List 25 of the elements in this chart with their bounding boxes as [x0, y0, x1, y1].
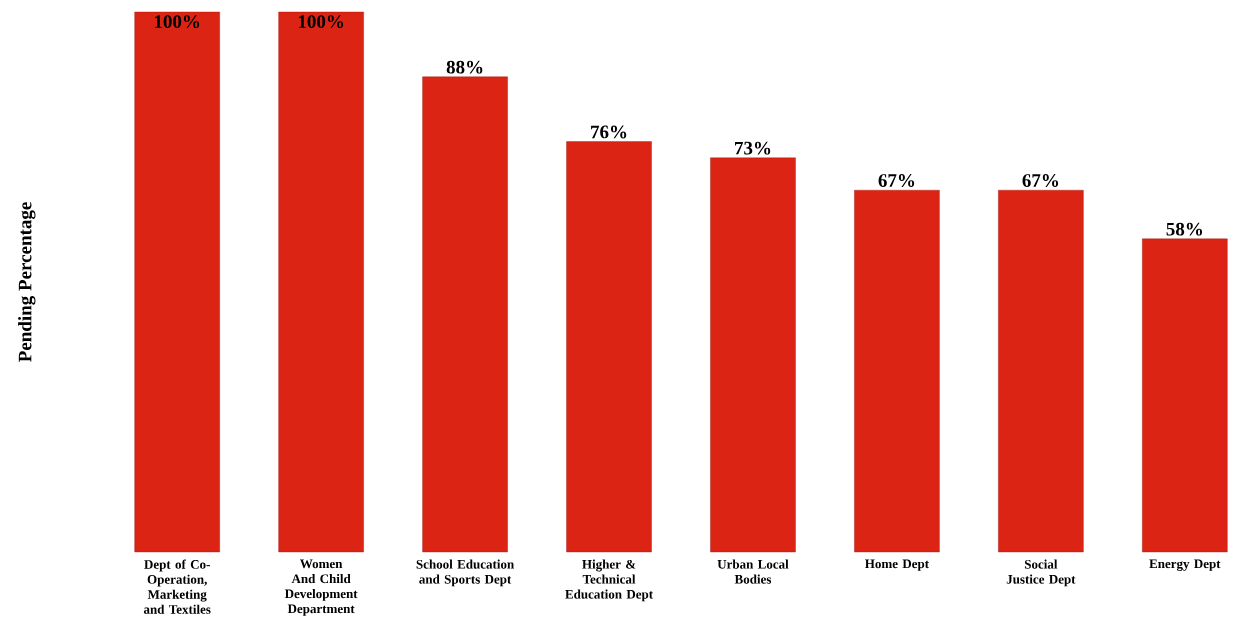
bar: [854, 190, 940, 553]
bar: [710, 157, 796, 553]
x-tick-label: Social Justice Dept: [1006, 559, 1076, 587]
bar: [566, 141, 652, 553]
x-tick-label: Urban Local Bodies: [717, 559, 789, 584]
data-label: 67%: [1022, 174, 1059, 187]
x-tick-label: Higher & Technical Education Dept: [565, 559, 654, 602]
data-label: 67%: [878, 174, 915, 187]
data-label: 100%: [298, 15, 344, 29]
x-tick-label: Energy Dept: [1149, 559, 1221, 571]
x-tick-label: Home Dept: [865, 559, 929, 571]
bar: [422, 76, 508, 553]
x-tick-label: Women And Child Development Department: [284, 559, 358, 616]
x-tick-label: Dept of Co-Operation, Marketing and Textiles: [143, 559, 211, 614]
bar: [134, 11, 220, 553]
data-label: 73%: [735, 141, 771, 155]
data-label: 100%: [154, 15, 200, 29]
y-axis-title: Pending Percentage: [18, 202, 36, 362]
data-label: 76%: [591, 125, 627, 139]
data-label: 88%: [446, 60, 483, 74]
bar: [1142, 238, 1228, 553]
x-tick-label: School Education and Sports Dept: [416, 559, 514, 587]
data-label: 58%: [1166, 222, 1203, 236]
bar: [998, 190, 1084, 553]
bar: [278, 11, 364, 553]
